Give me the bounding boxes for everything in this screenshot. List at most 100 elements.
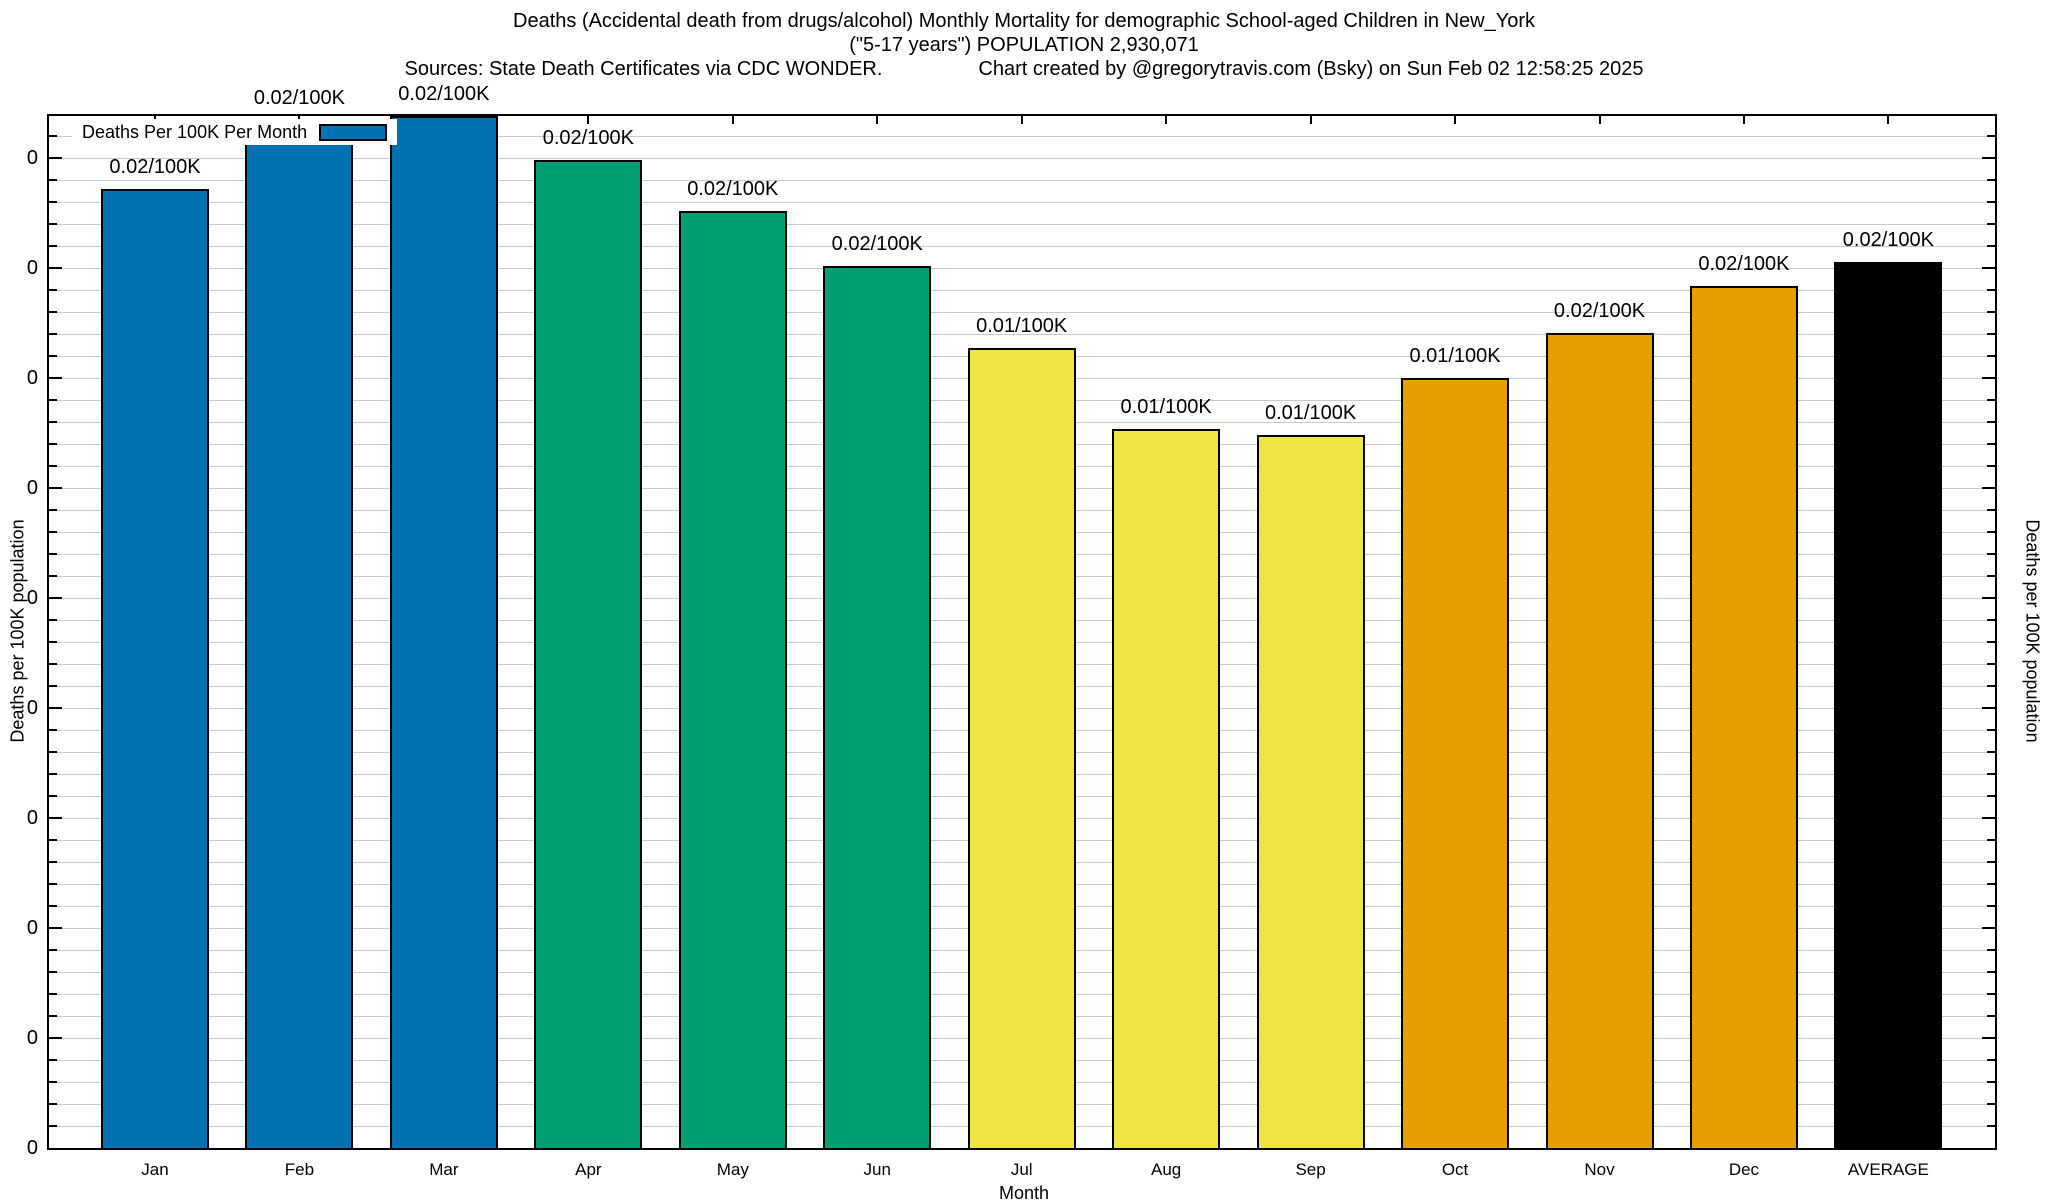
y-major-tick bbox=[49, 597, 62, 599]
bar-apr bbox=[534, 160, 643, 1148]
y-tick-label: 0 bbox=[26, 917, 38, 939]
y-minor-tick bbox=[49, 1015, 57, 1017]
y-minor-tick bbox=[1987, 311, 1995, 313]
y-minor-tick bbox=[49, 729, 57, 731]
x-top-tick bbox=[1742, 116, 1745, 124]
y-minor-tick bbox=[1987, 465, 1995, 467]
y-minor-tick bbox=[49, 1081, 57, 1083]
y-tick-label: 0 bbox=[26, 367, 38, 389]
x-axis-title: Month bbox=[998, 1183, 1050, 1200]
y-minor-tick bbox=[1987, 1015, 1995, 1017]
x-tick-label-feb: Feb bbox=[284, 1160, 315, 1179]
credit-text: Chart created by @gregorytravis.com (Bsk… bbox=[978, 58, 1644, 80]
y-minor-tick bbox=[1987, 509, 1995, 511]
y-minor-tick bbox=[49, 773, 57, 775]
y-minor-tick bbox=[49, 333, 57, 335]
y-major-tick bbox=[1982, 157, 1995, 159]
chart-title-line1: Deaths (Accidental death from drugs/alco… bbox=[513, 10, 1535, 32]
x-tick-label-may: May bbox=[716, 1160, 749, 1179]
bar-value-label-feb: 0.02/100K bbox=[253, 87, 346, 109]
y-minor-tick bbox=[1987, 135, 1995, 137]
y-tick-label: 0 bbox=[26, 807, 38, 829]
y-minor-tick bbox=[49, 135, 57, 137]
bar-nov bbox=[1545, 333, 1654, 1148]
y-major-tick bbox=[49, 487, 62, 489]
x-top-tick bbox=[1454, 116, 1457, 124]
y-minor-tick bbox=[49, 685, 57, 687]
bar-mar bbox=[389, 116, 498, 1148]
y-minor-tick bbox=[1987, 663, 1995, 665]
x-tick-label-dec: Dec bbox=[1728, 1160, 1760, 1179]
bar-sep bbox=[1256, 435, 1365, 1148]
bar-aug bbox=[1112, 429, 1221, 1148]
bar-may bbox=[678, 211, 787, 1148]
y-tick-label: 0 bbox=[26, 1027, 38, 1049]
y-minor-tick bbox=[1987, 641, 1995, 643]
y-minor-tick bbox=[1987, 883, 1995, 885]
x-top-tick bbox=[1020, 116, 1023, 124]
y-tick-label: 0 bbox=[26, 587, 38, 609]
y-minor-tick bbox=[1987, 553, 1995, 555]
y-minor-tick bbox=[49, 751, 57, 753]
y-minor-tick bbox=[49, 311, 57, 313]
y-minor-tick bbox=[49, 619, 57, 621]
y-major-tick bbox=[1982, 707, 1995, 709]
y-major-tick bbox=[1982, 597, 1995, 599]
y-minor-tick bbox=[1987, 289, 1995, 291]
y-minor-tick bbox=[1987, 1103, 1995, 1105]
bar-value-label-jul: 0.01/100K bbox=[976, 315, 1068, 337]
y-minor-tick bbox=[1987, 245, 1995, 247]
y-major-tick bbox=[49, 377, 62, 379]
bar-value-label-jan: 0.02/100K bbox=[109, 156, 201, 178]
y-minor-tick bbox=[1987, 531, 1995, 533]
y-minor-tick bbox=[49, 971, 57, 973]
bar-jun bbox=[823, 266, 932, 1148]
bar-value-label-apr: 0.02/100K bbox=[542, 127, 634, 149]
y-minor-tick bbox=[49, 861, 57, 863]
bar-value-label-sep: 0.01/100K bbox=[1264, 402, 1357, 424]
y-minor-tick bbox=[1987, 949, 1995, 951]
y-minor-tick bbox=[1987, 355, 1995, 357]
bar-dec bbox=[1689, 286, 1798, 1148]
y-minor-tick bbox=[49, 289, 57, 291]
y-major-tick bbox=[1982, 817, 1995, 819]
x-tick-label-aug: Aug bbox=[1151, 1160, 1182, 1179]
y-major-tick bbox=[1982, 1037, 1995, 1039]
bar-value-label-average: 0.02/100K bbox=[1842, 229, 1934, 251]
x-top-tick bbox=[731, 116, 734, 124]
x-top-tick bbox=[1598, 116, 1601, 124]
x-tick-label-sep: Sep bbox=[1295, 1160, 1326, 1179]
x-tick-label-apr: Apr bbox=[575, 1160, 602, 1179]
y-minor-tick bbox=[49, 839, 57, 841]
y-minor-tick bbox=[1987, 333, 1995, 335]
y-minor-tick bbox=[49, 245, 57, 247]
y-minor-tick bbox=[49, 993, 57, 995]
y-minor-tick bbox=[1987, 905, 1995, 907]
y-tick-label: 0 bbox=[26, 257, 38, 279]
y-minor-tick bbox=[1987, 971, 1995, 973]
y-minor-tick bbox=[49, 509, 57, 511]
y-minor-tick bbox=[49, 201, 57, 203]
x-tick-label-nov: Nov bbox=[1584, 1160, 1615, 1179]
bar-value-label-dec: 0.02/100K bbox=[1698, 253, 1790, 275]
y-minor-tick bbox=[1987, 421, 1995, 423]
y-minor-tick bbox=[49, 223, 57, 225]
y-major-tick bbox=[49, 927, 62, 929]
y-minor-tick bbox=[49, 641, 57, 643]
y-minor-tick bbox=[49, 883, 57, 885]
bar-value-label-aug: 0.01/100K bbox=[1120, 396, 1212, 418]
y-minor-tick bbox=[1987, 685, 1995, 687]
y-major-tick bbox=[49, 1037, 62, 1039]
chart-subtitle-row: Sources: State Death Certificates via CD… bbox=[0, 58, 2048, 81]
y-minor-tick bbox=[49, 179, 57, 181]
y-minor-tick bbox=[1987, 1125, 1995, 1127]
legend-label: Deaths Per 100K Per Month bbox=[82, 121, 308, 142]
y-major-tick bbox=[1982, 927, 1995, 929]
y-minor-tick bbox=[1987, 575, 1995, 577]
y-minor-tick bbox=[1987, 795, 1995, 797]
bar-feb bbox=[245, 120, 354, 1148]
bar-value-label-mar: 0.02/100K bbox=[398, 83, 490, 105]
y-minor-tick bbox=[1987, 619, 1995, 621]
legend: Deaths Per 100K Per Month bbox=[72, 119, 398, 145]
